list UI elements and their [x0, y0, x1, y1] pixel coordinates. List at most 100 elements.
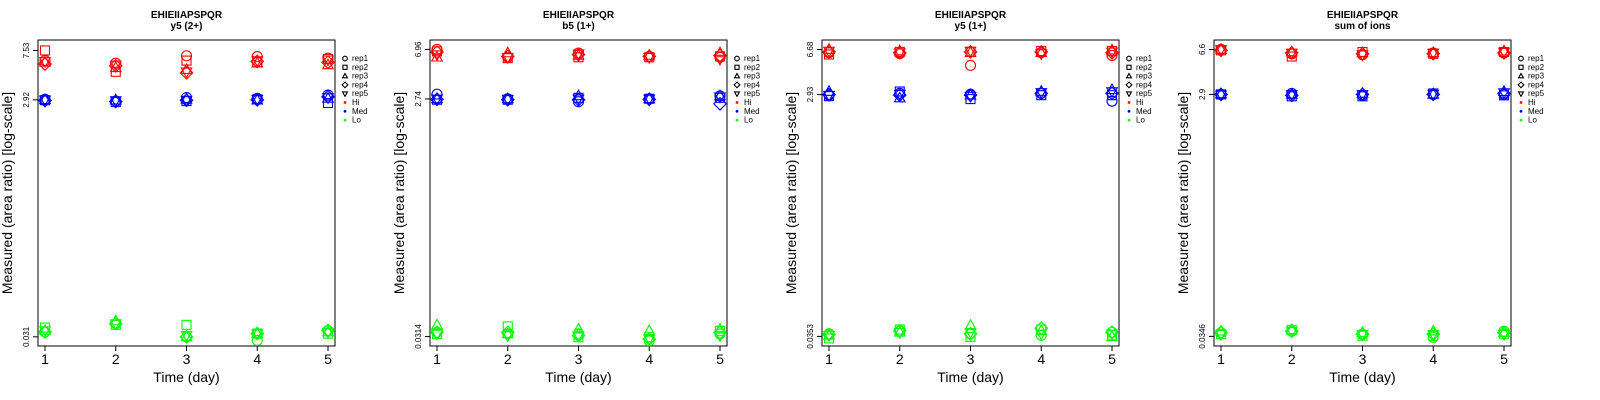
data-point-med-rep1	[431, 88, 443, 100]
data-point-lo-rep5	[1497, 329, 1511, 342]
data-point-med-rep5	[109, 96, 122, 108]
data-point-lo-rep4	[500, 325, 515, 340]
data-point-med-rep5	[1497, 88, 1511, 100]
legend-symbol-rep2	[734, 64, 740, 70]
y-axis-label: Measured (area ratio) [log-scale]	[783, 92, 799, 294]
data-point-lo-rep5	[643, 334, 656, 346]
chart-title: EHIEIIAPSPQR	[543, 10, 615, 21]
data-point-med-rep3	[1214, 87, 1228, 99]
data-point-med-rep4	[1104, 86, 1120, 101]
legend-dot-hi	[343, 101, 347, 104]
data-point-lo-rep5	[321, 327, 335, 339]
data-point-med-rep3	[1427, 87, 1440, 99]
data-point-lo-rep5	[38, 326, 52, 338]
data-point-hi-rep4	[712, 48, 728, 63]
legend-entry-med: Med	[744, 107, 760, 116]
data-point-lo-rep2	[181, 319, 192, 330]
data-point-hi-rep5	[1356, 50, 1369, 62]
data-point-med-rep3	[430, 92, 444, 104]
data-point-lo-rep3	[572, 322, 585, 334]
legend-dot-lo	[1519, 118, 1523, 122]
data-point-lo-rep5	[180, 330, 193, 343]
data-point-hi-rep5	[1035, 49, 1048, 61]
data-point-lo-rep5	[572, 331, 585, 343]
legend-entry-lo: Lo	[1528, 116, 1537, 125]
x-tick-label: 4	[253, 351, 261, 367]
data-points	[821, 42, 1120, 344]
data-point-hi-rep4	[37, 57, 53, 72]
legend-dot-med	[735, 109, 739, 113]
data-point-hi-rep5	[1497, 47, 1511, 59]
data-point-med-rep3	[1285, 87, 1298, 99]
legend-entry-rep2: rep2	[744, 63, 761, 72]
data-point-hi-rep3	[1356, 46, 1369, 58]
data-point-lo-rep3	[893, 325, 906, 337]
data-point-hi-rep2	[322, 53, 334, 64]
legend-entry-rep3: rep3	[744, 72, 761, 81]
data-point-hi-rep2	[823, 49, 835, 60]
data-point-med-rep2	[322, 97, 334, 109]
data-point-lo-rep5	[822, 330, 836, 343]
data-point-lo-rep5	[1285, 326, 1298, 339]
data-point-lo-rep1	[251, 334, 263, 346]
y-tick-label: 2.74	[414, 91, 423, 107]
legend-entry-rep4: rep4	[352, 80, 369, 89]
legend-entry-rep5: rep5	[744, 89, 761, 98]
data-point-hi-rep5	[180, 67, 193, 79]
data-point-med-rep5	[321, 93, 335, 105]
legend-entry-rep1: rep1	[744, 54, 761, 63]
legend-entry-rep5: rep5	[1136, 89, 1153, 98]
data-point-med-rep5	[501, 95, 514, 107]
legend-symbol-rep1	[1126, 55, 1132, 62]
x-tick-label: 4	[645, 351, 653, 367]
legend-dot-med	[1127, 109, 1131, 113]
data-point-med-rep3	[643, 92, 656, 104]
data-point-med-rep5	[1427, 89, 1440, 101]
data-point-hi-rep5	[430, 50, 444, 62]
legend-entry-rep5: rep5	[352, 89, 369, 98]
x-tick-label: 1	[1217, 351, 1225, 367]
x-tick-label: 5	[1500, 351, 1508, 367]
legend-entry-rep1: rep1	[1136, 54, 1153, 63]
legend-entry-rep3: rep3	[1136, 72, 1153, 81]
legend-symbol-rep1	[734, 55, 740, 62]
data-point-med-rep3	[1497, 84, 1511, 96]
data-point-hi-rep5	[321, 55, 335, 67]
y-tick-label: 2.93	[806, 86, 815, 102]
x-tick-label: 4	[1037, 351, 1045, 367]
chart-subtitle: y5 (2+)	[171, 21, 203, 32]
data-point-hi-rep5	[572, 49, 585, 61]
data-point-hi-rep5	[1285, 48, 1298, 60]
data-point-lo-rep2	[714, 325, 726, 336]
legend-symbol-rep2	[1518, 64, 1524, 70]
legend-entry-lo: Lo	[1136, 116, 1145, 125]
legend-dot-hi	[1127, 101, 1131, 104]
data-point-lo-rep3	[964, 318, 977, 330]
y-tick-label: 0.0353	[806, 324, 815, 349]
plot-frame	[429, 39, 728, 347]
legend-entry-rep4: rep4	[1528, 80, 1545, 89]
legend-entry-rep3: rep3	[1528, 72, 1545, 81]
y-tick-label: 6.68	[806, 41, 815, 57]
legend-entry-med: Med	[1136, 107, 1152, 116]
data-points	[1213, 42, 1512, 343]
data-point-lo-rep5	[964, 328, 977, 340]
data-point-hi-rep5	[713, 54, 727, 66]
data-point-hi-rep5	[1214, 45, 1228, 57]
data-point-hi-rep5	[38, 57, 52, 69]
data-point-hi-rep3	[1035, 45, 1048, 58]
y-tick-label: 7.53	[22, 42, 31, 58]
data-point-lo-rep5	[1427, 329, 1440, 342]
data-point-hi-rep2	[1498, 46, 1510, 58]
x-tick-label: 1	[41, 351, 49, 367]
x-tick-label: 3	[575, 351, 583, 367]
legend-entry-med: Med	[1528, 107, 1544, 116]
legend-entry-hi: Hi	[1136, 98, 1144, 107]
y-tick-label: 6.6	[1198, 43, 1207, 55]
legend-entry-rep5: rep5	[1528, 89, 1545, 98]
y-tick-label: 2.9	[1198, 88, 1207, 100]
